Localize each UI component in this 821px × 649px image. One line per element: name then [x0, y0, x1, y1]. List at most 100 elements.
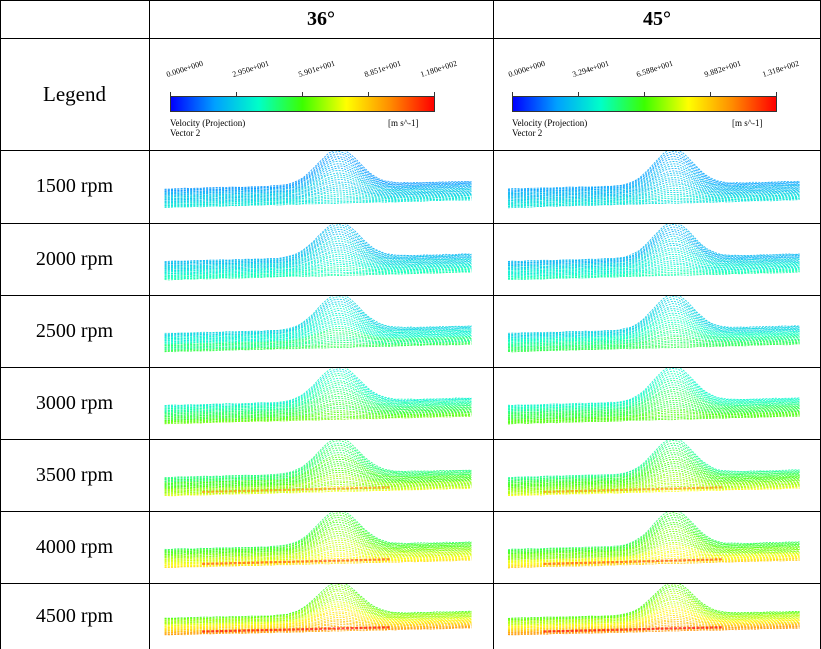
flow-streamline [164, 226, 472, 264]
flow-streamline [164, 231, 472, 266]
row-label-1500: 1500 rpm [35, 175, 114, 197]
flow-streamline [507, 619, 800, 631]
flow-streamline [507, 465, 800, 487]
flow-streamline [507, 298, 800, 336]
flow-streamline [507, 414, 800, 423]
flow-streamline [164, 199, 472, 208]
flow-core-streamline [543, 558, 722, 565]
legend-45-bar-tick [710, 92, 711, 96]
flow-streamline [507, 303, 800, 337]
legend-row-label: Legend [43, 81, 106, 106]
flow-streamline [164, 548, 472, 563]
flow-streamline [507, 195, 800, 206]
flow-streamline [507, 449, 800, 482]
flow-streamline [508, 605, 800, 626]
flow-streamline [164, 620, 472, 632]
flow-streamline [507, 592, 800, 623]
row-label-2500: 2500 rpm [35, 319, 114, 342]
flow-streamline [164, 343, 472, 353]
legend-45: 0.000e+000 3.294e+001 6.588e+001 9.882e+… [507, 40, 812, 148]
flow-streamline [507, 240, 800, 268]
flow-streamline [507, 229, 800, 265]
flow-streamline [507, 485, 800, 494]
flow-streamline [507, 626, 800, 635]
flow-streamline [164, 588, 472, 621]
flow-streamline [164, 414, 472, 423]
flow-streamline [164, 247, 472, 270]
flow-streamline [507, 530, 800, 557]
flow-streamline [164, 191, 472, 204]
flow-streamline [164, 238, 472, 268]
flow-streamline [164, 224, 472, 263]
flow-streamline [164, 459, 472, 485]
flow-streamline [164, 329, 472, 346]
flow-streamline [164, 255, 472, 273]
row-label-3000: 3000 rpm [35, 391, 114, 414]
vector-plot-36-3000-rpm [164, 368, 472, 425]
legend-45-color-bar [512, 96, 777, 112]
flow-streamline [507, 183, 800, 201]
flow-streamline [507, 321, 800, 343]
flow-streamline [507, 415, 800, 424]
column-header-45: 45° [643, 7, 671, 30]
flow-streamline [507, 305, 800, 338]
legend-36-caption-1: Velocity (Projection) [170, 118, 246, 128]
flow-streamline [507, 406, 800, 420]
flow-streamline [507, 198, 800, 209]
flow-streamline [164, 415, 472, 425]
flow-streamline [164, 626, 472, 634]
flow-streamline [164, 397, 472, 417]
vector-plot-45-1500-rpm [507, 151, 800, 209]
flow-streamline [164, 167, 472, 196]
flow-streamline [507, 266, 800, 277]
flow-streamline [507, 269, 800, 278]
flow-streamline [164, 544, 472, 562]
flow-streamline [507, 255, 800, 274]
row-divider [0, 38, 821, 39]
flow-streamline [164, 242, 472, 269]
flow-streamline [507, 586, 800, 621]
flow-streamline [164, 460, 472, 486]
flow-streamline [164, 403, 472, 419]
flow-streamline [507, 197, 800, 206]
flow-streamline [164, 590, 472, 622]
flow-streamline [164, 456, 472, 485]
flow-streamline [507, 452, 800, 483]
flow-streamline [164, 340, 472, 350]
vector-plot-45-2500-rpm [507, 296, 800, 353]
row-label-4500: 4500 rpm [35, 604, 114, 627]
flow-streamline [164, 151, 472, 191]
flow-streamline [507, 179, 800, 200]
flow-streamline [164, 477, 472, 491]
flow-streamline [507, 609, 800, 628]
flow-streamline [164, 374, 472, 409]
flow-streamline [507, 454, 800, 484]
flow-streamline [507, 472, 800, 489]
legend-45-tick-4: 1.318e+002 [761, 58, 801, 79]
flow-streamline [164, 165, 472, 195]
flow-streamline [507, 440, 800, 479]
flow-streamline [164, 370, 472, 408]
flow-streamline [164, 264, 472, 276]
vector-plot-36-1500-rpm [164, 151, 472, 208]
flow-streamline [507, 269, 800, 279]
flow-streamline [164, 174, 472, 198]
flow-streamline [164, 611, 472, 629]
row-divider [0, 583, 821, 584]
legend-36-tick-3: 8.851e+001 [363, 58, 403, 79]
flow-streamline [507, 323, 800, 344]
legend-36-bar-tick [368, 92, 369, 96]
flow-streamline [507, 185, 800, 202]
vector-plot-36-4500-rpm [164, 584, 472, 636]
legend-45-bar-tick [512, 92, 513, 96]
flow-streamline [507, 271, 800, 281]
flow-streamline [164, 601, 472, 625]
flow-streamline [164, 298, 472, 336]
flow-streamline [164, 598, 472, 625]
legend-45-caption-2: Vector 2 [512, 128, 543, 138]
legend-36-bar-tick [236, 92, 237, 96]
flow-streamline [164, 334, 472, 348]
flow-streamline [507, 310, 800, 340]
flow-streamline [507, 617, 800, 631]
flow-streamline [507, 177, 800, 199]
